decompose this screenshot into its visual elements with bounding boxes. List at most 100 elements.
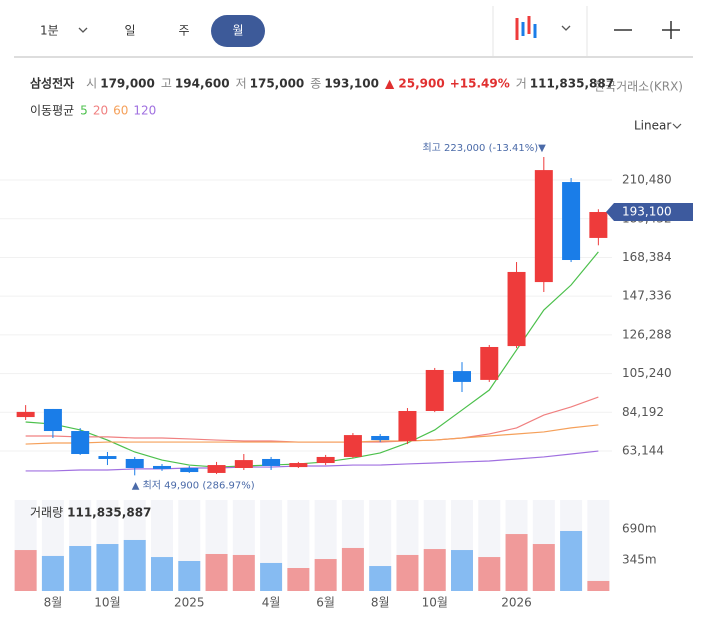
volume-column-bg (587, 500, 610, 591)
x-tick-label: 8월 (371, 596, 390, 610)
y-tick-label: 126,288 (622, 327, 672, 341)
volume-bar (451, 550, 473, 591)
tab[interactable]: 월 (232, 24, 243, 38)
candle-body (234, 460, 253, 468)
candle-body (589, 212, 608, 238)
candle-body (562, 182, 581, 261)
x-tick-label: 4월 (262, 596, 281, 610)
tab[interactable]: 주 (178, 24, 189, 38)
chevron[interactable] (672, 123, 682, 129)
y-tick-label: 147,336 (622, 289, 672, 303)
candle-body (180, 467, 199, 473)
x-tick-label: 10월 (422, 596, 448, 610)
price-value: 194,600 (175, 77, 230, 91)
candle-body (480, 346, 499, 380)
candle-body (98, 456, 117, 459)
candle-body (453, 371, 471, 382)
candle-body (371, 435, 390, 441)
volume-label: 거 (516, 77, 527, 91)
volume-bar (151, 557, 173, 591)
price-change-pct: +15.49% (450, 77, 510, 91)
x-tick-label: 2025 (174, 596, 205, 610)
candle-body (153, 465, 171, 469)
volume-bar (478, 557, 501, 591)
price-label: 고 (161, 77, 172, 91)
volume-current: 111,835,887 (67, 506, 151, 520)
price-label: 시 (86, 77, 97, 91)
volume-bar (287, 568, 310, 591)
candle-body (534, 170, 553, 283)
candle-body (507, 271, 526, 347)
min-annotation: ▲ 최저 49,900 (286.97%) (132, 479, 255, 491)
y-tick-label: 84,192 (622, 405, 664, 419)
moving-average (25, 450, 599, 472)
price-value: 193,100 (324, 77, 379, 91)
candle-body (71, 431, 90, 455)
max-annotation: 최고 223,000 (-13.41%)▼ (422, 142, 546, 154)
tab[interactable]: 일 (124, 24, 135, 38)
moving-average (25, 251, 599, 468)
price-value: 175,000 (250, 77, 305, 91)
volume-bar (260, 562, 283, 591)
volume-bar (341, 547, 364, 591)
volume-bar (69, 545, 92, 591)
exchange: 한국거래소(KRX) (594, 80, 683, 94)
moving-average (25, 424, 599, 445)
price-label: 저 (236, 77, 247, 91)
volume-bar (123, 539, 146, 591)
x-tick-label: 8월 (44, 596, 63, 610)
candle-body (343, 435, 362, 457)
volume-value: 111,835,887 (530, 77, 614, 91)
toolbar: 1분 일 주 월 (14, 6, 693, 58)
volume-bar (96, 544, 119, 591)
tab[interactable]: 1분 (40, 24, 59, 38)
legend-entry: 60 (113, 104, 128, 118)
volume-bar (423, 549, 446, 591)
chart-type-icon[interactable] (515, 16, 537, 40)
volume-bar (205, 553, 228, 591)
x-tick-label: 6월 (316, 596, 335, 610)
chevron[interactable] (561, 25, 571, 31)
chevron[interactable] (78, 27, 88, 33)
volume-title: 거래량 (30, 506, 63, 520)
candle-body (398, 410, 417, 441)
volume-bar (505, 534, 528, 591)
price-label: 종 (310, 77, 321, 91)
volume-bar (532, 544, 555, 591)
zoom-in[interactable] (662, 21, 680, 39)
legend-entry: 120 (133, 104, 156, 118)
header: 삼성전자 한국거래소(KRX) 이동평균 Linear (30, 76, 683, 133)
candle-body (289, 463, 308, 468)
candle-body (43, 408, 62, 432)
volume-bar (14, 550, 37, 591)
y-tick-label: 345m (622, 553, 657, 567)
volume-bar (232, 554, 255, 591)
scale-selector[interactable]: Linear (634, 119, 671, 133)
stock-name: 삼성전자 (30, 76, 74, 91)
x-tick-label: 10월 (94, 596, 120, 610)
candle-body (207, 465, 226, 473)
candle-body (125, 458, 144, 468)
volume-bar (41, 555, 64, 591)
price-tag (606, 203, 693, 222)
x-tick-label: 2026 (501, 596, 532, 610)
volume-bar (314, 559, 337, 591)
ma-legend-title: 이동평균 (30, 104, 74, 118)
price-tag-label: 193,100 (622, 205, 672, 219)
y-tick-label: 105,240 (622, 366, 672, 380)
volume-bar (369, 566, 392, 591)
volume-bar (178, 560, 201, 591)
y-tick-label: 63,144 (622, 443, 664, 457)
volume-bar (560, 530, 583, 591)
price-value: 179,000 (100, 77, 155, 91)
candle-body (316, 456, 335, 464)
tab-selected-bg[interactable] (211, 15, 265, 47)
legend-entry: 5 (80, 104, 88, 118)
volume-bar (396, 554, 419, 591)
candle-body (425, 369, 444, 411)
y-tick-label: 210,480 (622, 173, 672, 187)
price-change: ▲ 25,900 (385, 77, 445, 91)
candle-body (16, 411, 35, 418)
volume-bar (587, 580, 610, 591)
